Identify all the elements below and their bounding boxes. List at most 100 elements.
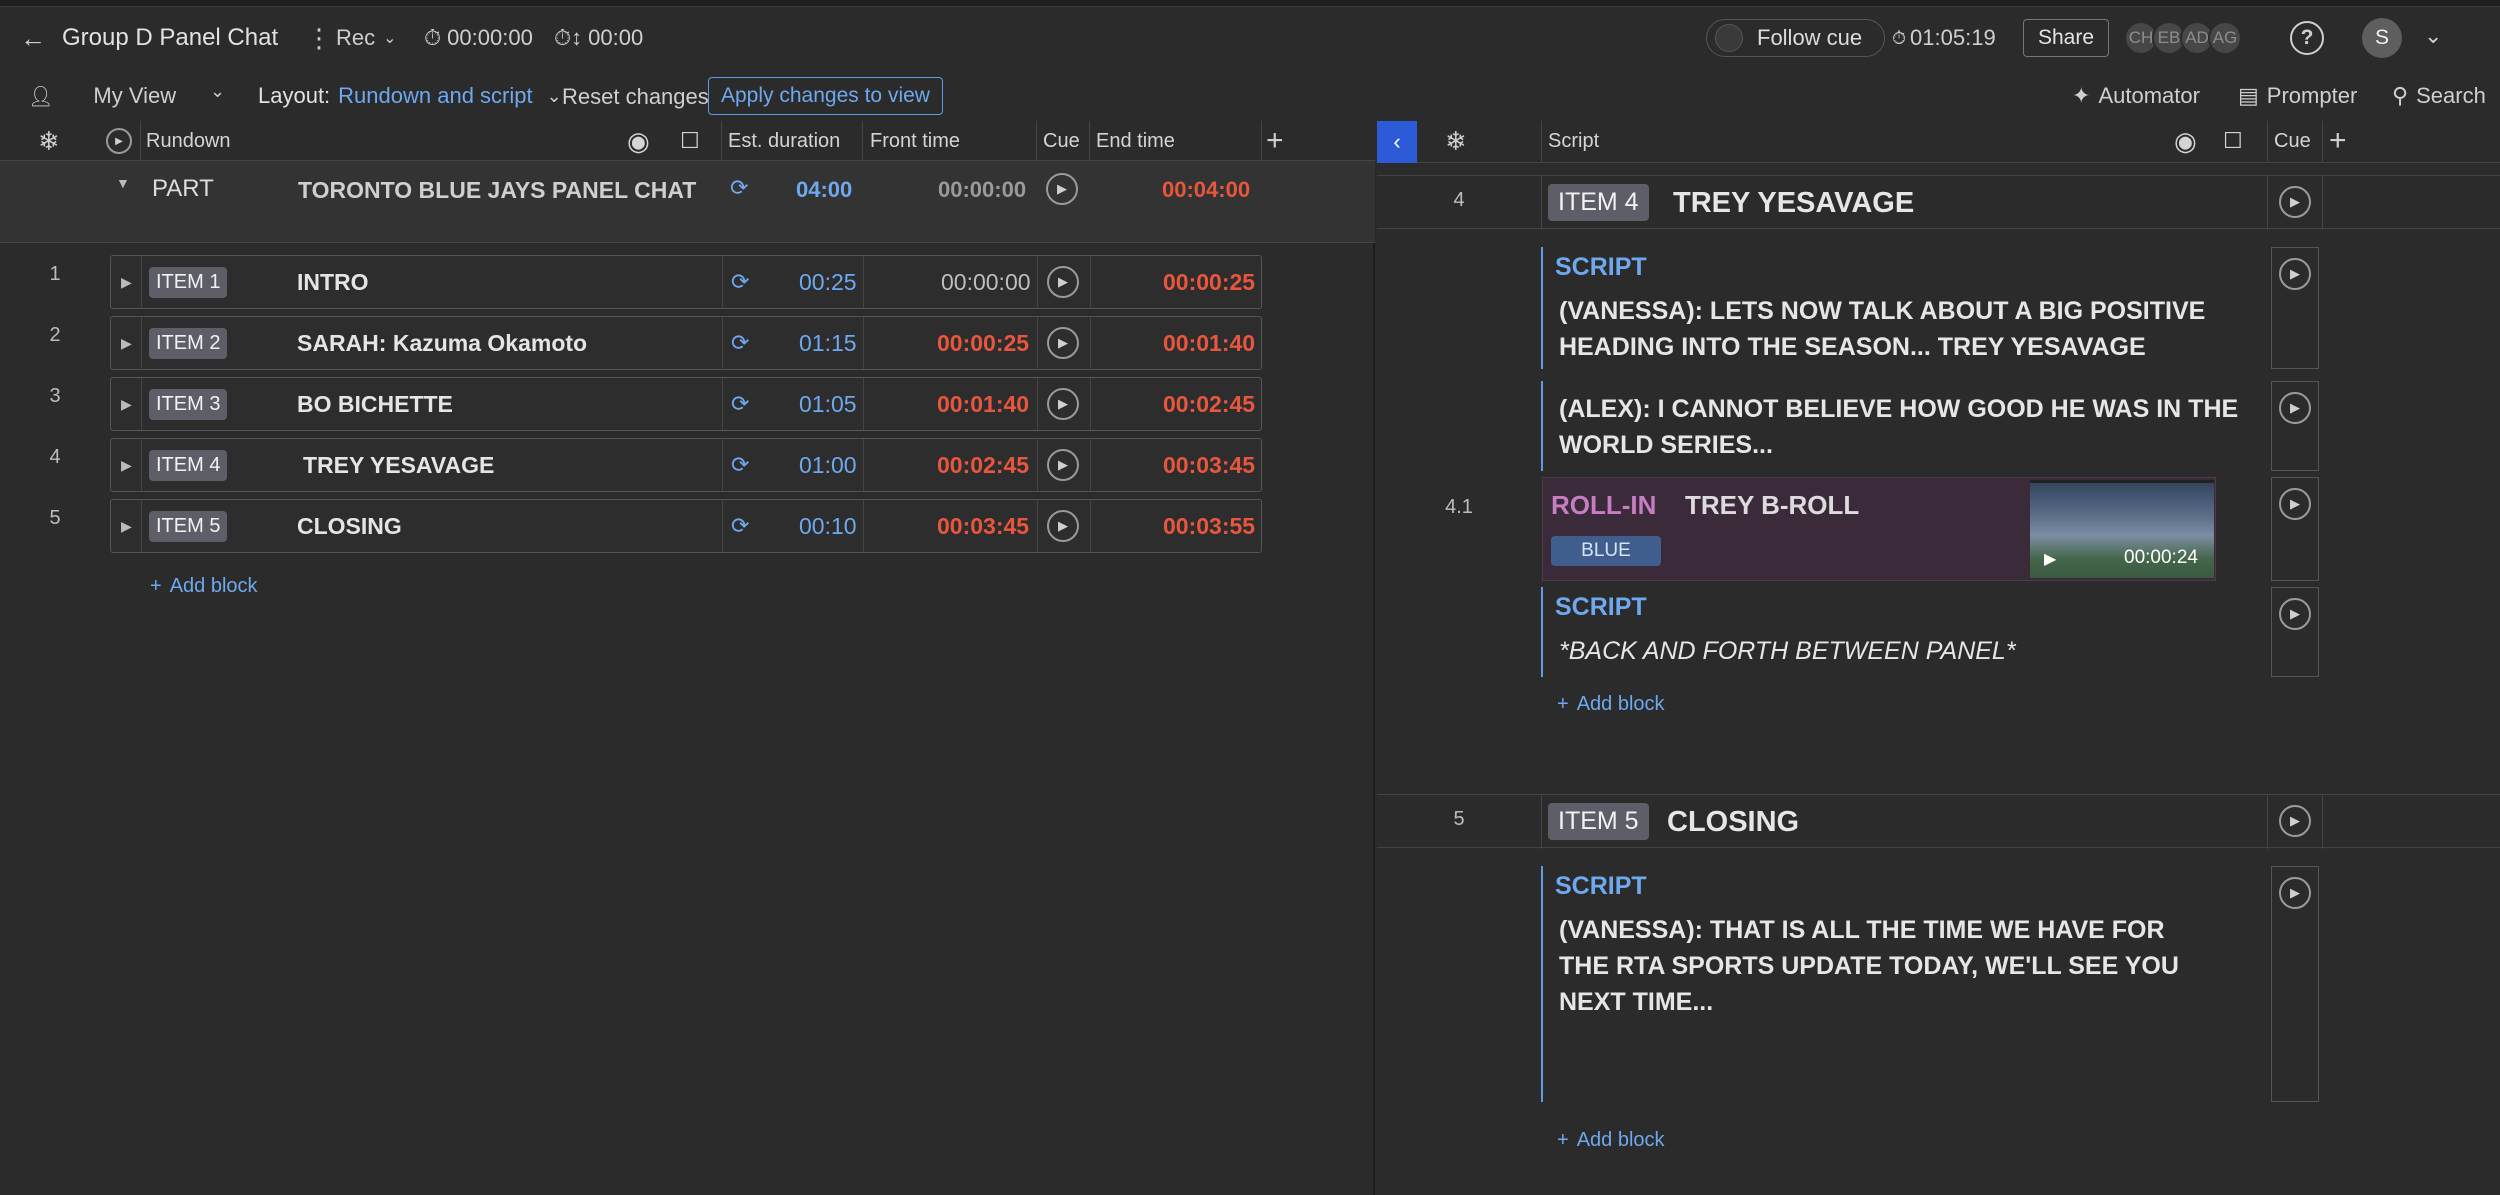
column-est-duration[interactable]: Est. duration <box>728 129 841 152</box>
column-end-time[interactable]: End time <box>1096 129 1175 152</box>
column-rundown[interactable]: Rundown <box>146 129 231 152</box>
item-title[interactable]: BO BICHETTE <box>297 390 453 417</box>
item-play-icon[interactable]: ▶ <box>1047 266 1079 298</box>
sync-icon[interactable]: ⟳ <box>730 175 749 200</box>
comment-icon[interactable]: ☐ <box>680 128 700 153</box>
cue-cell[interactable]: ▶ <box>2271 866 2319 1102</box>
item-play-icon[interactable]: ▶ <box>2279 186 2311 218</box>
rec-dropdown[interactable]: Rec ⌄ <box>336 19 397 57</box>
sync-icon[interactable]: ⟳ <box>731 391 750 416</box>
cue-cell[interactable]: ▶ <box>2271 477 2319 581</box>
layout-selector[interactable]: Layout: Rundown and script ⌄ <box>258 77 562 115</box>
prompter-button[interactable]: ▤ Prompter <box>2238 77 2357 115</box>
item-duration[interactable]: 01:05 <box>799 390 857 417</box>
column-script[interactable]: Script <box>1548 129 1600 152</box>
column-cue[interactable]: Cue <box>1043 129 1080 152</box>
cue-play-icon[interactable]: ▶ <box>2279 392 2311 424</box>
expand-caret-icon[interactable]: ▶ <box>121 273 132 290</box>
cue-play-icon[interactable]: ▶ <box>2279 258 2311 290</box>
comment-icon[interactable]: ☐ <box>2223 128 2243 153</box>
search-button[interactable]: ⚲ Search <box>2392 77 2486 115</box>
video-thumbnail[interactable]: ▶ 00:00:24 <box>2030 480 2214 578</box>
column-front-time[interactable]: Front time <box>870 129 961 152</box>
sync-icon[interactable]: ⟳ <box>731 330 750 355</box>
share-button[interactable]: Share <box>2023 19 2110 57</box>
rundown-item-1[interactable]: ▶ ITEM 1 INTRO ⟳ 00:25 00:00:00 ▶ 00:00:… <box>110 255 1262 309</box>
collaborator-avatars[interactable]: CH EB AD AG <box>2124 21 2242 55</box>
back-arrow-icon[interactable]: ← <box>20 23 46 53</box>
item-title[interactable]: TREY YESAVAGE <box>303 451 495 478</box>
item-play-icon[interactable]: ▶ <box>2279 805 2311 837</box>
item-duration[interactable]: 00:10 <box>799 512 857 539</box>
collapse-panel-icon[interactable]: ‹ <box>1377 121 1417 163</box>
script-text[interactable]: *BACK AND FORTH BETWEEN PANEL* <box>1559 637 2016 665</box>
script-block[interactable]: (ALEX): I CANNOT BELIEVE HOW GOOD HE WAS… <box>1541 381 2267 471</box>
rollin-tag[interactable]: BLUE <box>1551 536 1661 566</box>
script-text[interactable]: (ALEX): I CANNOT BELIEVE HOW GOOD HE WAS… <box>1559 395 2239 459</box>
item-play-icon[interactable]: ▶ <box>1047 449 1079 481</box>
rundown-title[interactable]: Group D Panel Chat <box>62 24 279 51</box>
cue-play-icon[interactable]: ▶ <box>2279 598 2311 630</box>
item-play-icon[interactable]: ▶ <box>1047 327 1079 359</box>
avatar[interactable]: AD <box>2180 21 2214 55</box>
rundown-item-5[interactable]: ▶ ITEM 5 CLOSING ⟳ 00:10 00:03:45 ▶ 00:0… <box>110 499 1262 553</box>
expand-caret-icon[interactable]: ▶ <box>121 517 132 534</box>
freeze-icon[interactable]: ❄ <box>38 125 60 156</box>
freeze-icon[interactable]: ❄ <box>1445 125 1467 156</box>
add-block-button[interactable]: + Add block <box>1557 693 1665 716</box>
rollin-title[interactable]: TREY B-ROLL <box>1685 490 1860 520</box>
avatar[interactable]: AG <box>2208 21 2242 55</box>
sync-icon[interactable]: ⟳ <box>731 269 750 294</box>
apply-changes-button[interactable]: Apply changes to view <box>708 77 943 115</box>
rundown-item-4[interactable]: ▶ ITEM 4 TREY YESAVAGE ⟳ 01:00 00:02:45 … <box>110 438 1262 492</box>
rollin-block[interactable]: ROLL-IN TREY B-ROLL BLUE ▶ 00:00:24 <box>1542 477 2216 581</box>
rundown-item-2[interactable]: ▶ ITEM 2 SARAH: Kazuma Okamoto ⟳ 01:15 0… <box>110 316 1262 370</box>
toggle-switch[interactable] <box>1715 24 1743 52</box>
script-item-5-header[interactable]: 5 ITEM 5 CLOSING ▶ <box>1377 794 2500 849</box>
add-block-button[interactable]: + Add block <box>1557 1129 1665 1152</box>
rundown-item-3[interactable]: ▶ ITEM 3 BO BICHETTE ⟳ 01:05 00:01:40 ▶ … <box>110 377 1262 431</box>
item-title[interactable]: CLOSING <box>1667 806 1800 838</box>
eye-icon[interactable]: ◉ <box>627 125 650 156</box>
script-item-4-header[interactable]: 4 ITEM 4 TREY YESAVAGE ▶ <box>1377 175 2500 230</box>
item-play-icon[interactable]: ▶ <box>1047 388 1079 420</box>
view-selector[interactable]: 👤︎ My View <box>28 77 176 115</box>
countdown-timer[interactable]: ⏱↕ 00:00 <box>554 19 643 57</box>
item-title[interactable]: SARAH: Kazuma Okamoto <box>297 329 588 356</box>
more-vertical-icon[interactable]: ⋮ <box>306 23 333 53</box>
column-cue[interactable]: Cue <box>2274 129 2311 152</box>
expand-caret-icon[interactable]: ▶ <box>121 395 132 412</box>
item-duration[interactable]: 01:15 <box>799 329 857 356</box>
item-title[interactable]: INTRO <box>297 268 369 295</box>
part-play-icon[interactable]: ▶ <box>1046 173 1078 205</box>
add-block-button[interactable]: + Add block <box>150 575 258 598</box>
script-block[interactable]: SCRIPT *BACK AND FORTH BETWEEN PANEL* <box>1541 587 2267 677</box>
reset-changes-button[interactable]: Reset changes <box>562 84 709 109</box>
item-duration[interactable]: 01:00 <box>799 451 857 478</box>
item-title[interactable]: TREY YESAVAGE <box>1673 187 1915 219</box>
add-column-icon[interactable]: + <box>2329 124 2347 157</box>
help-icon[interactable]: ? <box>2290 21 2324 55</box>
cue-cell[interactable]: ▶ <box>2271 247 2319 369</box>
automator-button[interactable]: ✦ Automator <box>2072 77 2200 115</box>
item-duration[interactable]: 00:25 <box>799 268 857 295</box>
play-all-icon[interactable]: ▶ <box>106 121 132 161</box>
item-title[interactable]: CLOSING <box>297 512 402 539</box>
chevron-down-icon[interactable]: ⌄ <box>2424 23 2443 48</box>
cue-cell[interactable]: ▶ <box>2271 587 2319 677</box>
cue-play-icon[interactable]: ▶ <box>2279 488 2311 520</box>
follow-cue-toggle[interactable]: Follow cue <box>1706 19 1886 57</box>
script-text[interactable]: (VANESSA): THAT IS ALL THE TIME WE HAVE … <box>1559 916 2179 1016</box>
collapse-caret-icon[interactable]: ▼ <box>116 175 130 191</box>
user-avatar[interactable]: S <box>2362 18 2402 58</box>
sync-icon[interactable]: ⟳ <box>731 513 750 538</box>
chevron-down-icon[interactable]: ⌄ <box>210 81 226 101</box>
expand-caret-icon[interactable]: ▶ <box>121 456 132 473</box>
part-duration[interactable]: 04:00 <box>796 177 853 202</box>
script-text[interactable]: (VANESSA): LETS NOW TALK ABOUT A BIG POS… <box>1559 297 2206 361</box>
script-block[interactable]: SCRIPT (VANESSA): THAT IS ALL THE TIME W… <box>1541 866 2267 1102</box>
part-title[interactable]: TORONTO BLUE JAYS PANEL CHAT <box>298 177 697 203</box>
cue-play-icon[interactable]: ▶ <box>2279 877 2311 909</box>
expand-caret-icon[interactable]: ▶ <box>121 334 132 351</box>
part-row[interactable]: ▼ PART TORONTO BLUE JAYS PANEL CHAT ⟳ 04… <box>0 161 1375 243</box>
